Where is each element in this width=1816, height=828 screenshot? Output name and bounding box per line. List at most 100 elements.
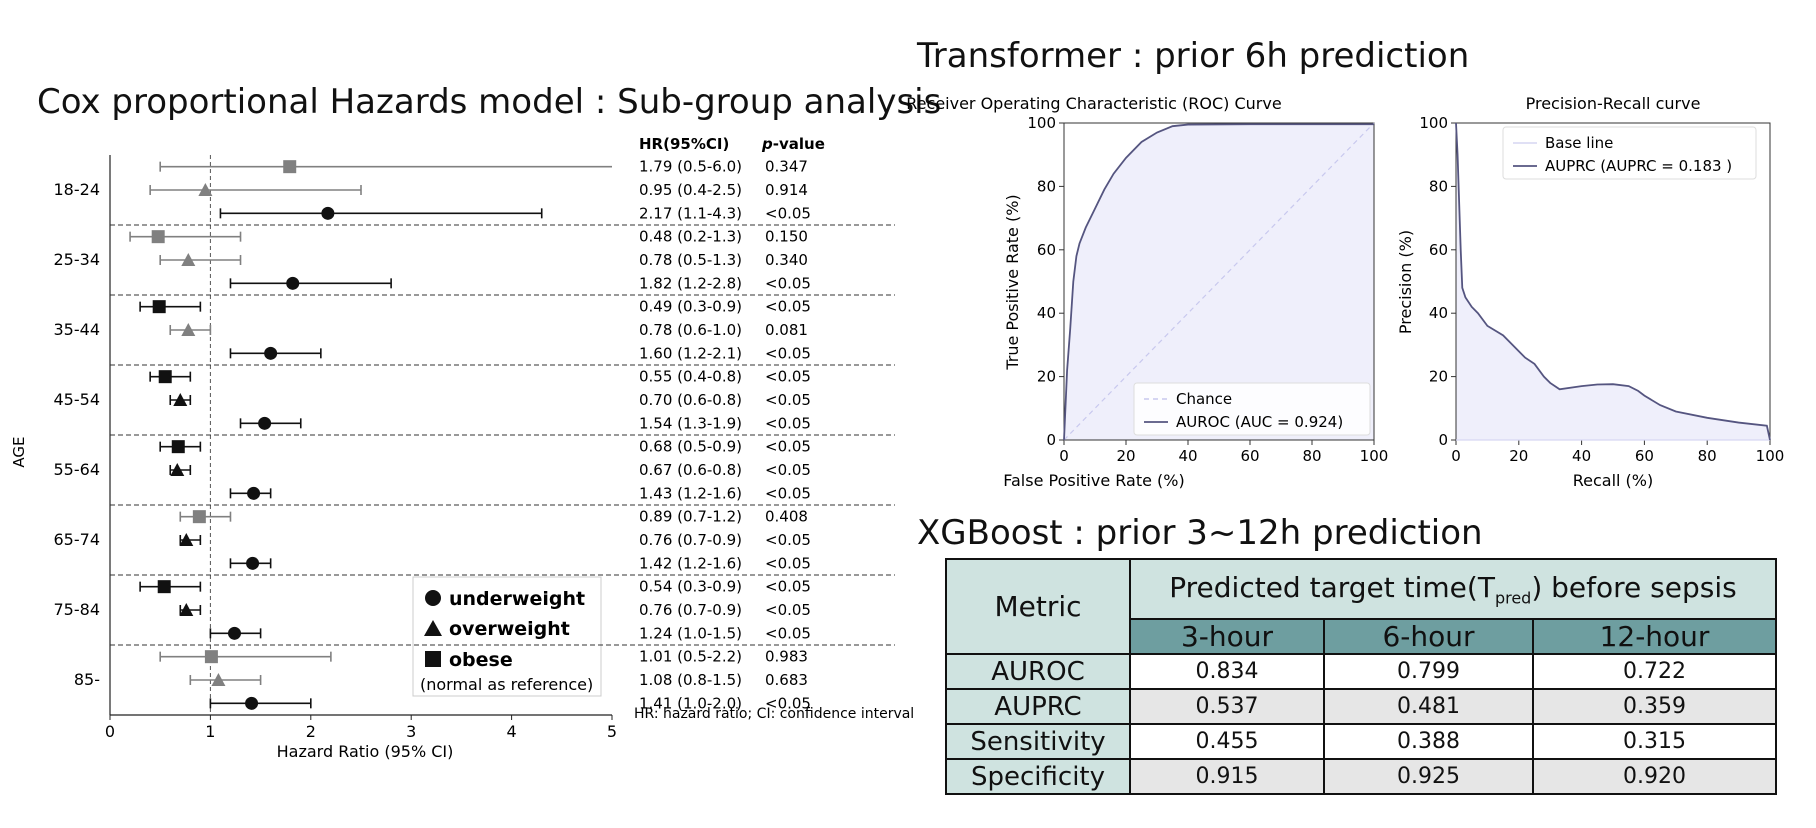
table-row: AUPRC 0.537 0.481 0.359 (945, 688, 1777, 725)
row-label-sensitivity: Sensitivity (945, 723, 1131, 760)
hr-ci-value: 1.41 (1.0-2.0) (639, 694, 742, 712)
hr-ci-value: 1.82 (1.2-2.8) (639, 274, 742, 292)
roc-legend-box (1133, 382, 1371, 436)
legend-underweight: underweight (449, 588, 585, 610)
p-value: 0.347 (765, 158, 808, 176)
forest-x-tick-label: 4 (507, 722, 517, 741)
table-cell: 0.315 (1532, 723, 1777, 760)
hr-point-circle (247, 486, 261, 500)
pr-x-tick-label: 80 (1698, 447, 1717, 465)
legend-note: (normal as reference) (420, 675, 593, 694)
hr-column-header: HR(95%CI) (639, 135, 729, 153)
legend-obese: obese (449, 649, 513, 671)
p-value: <0.05 (765, 694, 811, 712)
hr-ci-value: 1.79 (0.5-6.0) (639, 158, 742, 176)
p-value: <0.05 (765, 368, 811, 386)
table-cell: 0.920 (1532, 758, 1777, 795)
xgboost-metrics-table: Metric Predicted target time(Tpred) befo… (945, 558, 1777, 795)
legend-square-marker (425, 651, 441, 667)
age-group-label: 55-64 (54, 460, 101, 479)
p-value: 0.150 (765, 228, 808, 246)
roc-legend-label: AUROC (AUC = 0.924) (1176, 413, 1343, 431)
roc-series-line (1063, 122, 1375, 441)
age-group-label: 18-24 (54, 180, 101, 199)
roc-x-tick-label: 40 (1178, 447, 1197, 465)
hr-point-triangle (173, 393, 188, 406)
roc-y-axis-label: True Positive Rate (%) (1003, 194, 1022, 370)
legend-triangle-marker (424, 620, 442, 636)
pr-y-tick-label: 100 (1419, 114, 1448, 132)
age-group-label: 35-44 (54, 320, 101, 339)
row-label-auprc: AUPRC (945, 688, 1131, 725)
hr-ci-value: 0.49 (0.3-0.9) (639, 298, 742, 316)
roc-y-tick-label: 60 (1037, 241, 1056, 259)
hr-point-square (204, 650, 218, 664)
hr-point-circle (258, 416, 272, 430)
col-header-12h: 12-hour (1532, 618, 1777, 655)
p-value: 0.081 (765, 321, 808, 339)
hr-point-triangle (179, 533, 194, 546)
age-group-label: 85- (74, 670, 100, 689)
pr-y-tick-label: 80 (1429, 177, 1448, 195)
age-group-label: 25-34 (54, 250, 101, 269)
roc-x-axis-label: False Positive Rate (%) (1003, 471, 1184, 490)
pr-x-tick-label: 0 (1451, 447, 1461, 465)
xgboost-title: XGBoost : prior 3~12h prediction (917, 513, 1483, 553)
prediction-time-header: Predicted target time(Tpred) before seps… (1129, 558, 1777, 620)
cox-title: Cox proportional Hazards model : Sub-gro… (37, 82, 942, 122)
pr-x-tick-label: 60 (1635, 447, 1654, 465)
hr-point-square (157, 580, 171, 594)
hr-ci-value: 1.54 (1.3-1.9) (639, 414, 742, 432)
table-row: AUROC 0.834 0.799 0.722 (945, 653, 1777, 690)
roc-x-tick-label: 20 (1116, 447, 1135, 465)
hr-ci-value: 0.55 (0.4-0.8) (639, 368, 742, 386)
pr-y-axis-label: Precision (%) (1396, 230, 1415, 334)
forest-x-tick-label: 2 (306, 722, 316, 741)
pr-legend-label: AUPRC (AUPRC = 0.183 ) (1545, 157, 1732, 175)
forest-x-tick-label: 1 (205, 722, 215, 741)
hr-point-square (192, 510, 206, 524)
hr-point-circle (286, 276, 300, 290)
legend-circle-marker (425, 590, 441, 606)
pr-x-tick-label: 20 (1509, 447, 1528, 465)
roc-legend-label: Chance (1176, 390, 1232, 408)
hr-point-triangle (181, 253, 196, 266)
forest-x-axis-label: Hazard Ratio (95% CI) (277, 742, 454, 761)
p-value: <0.05 (765, 461, 811, 479)
p-value: 0.408 (765, 508, 808, 526)
forest-y-axis-label: AGE (10, 436, 28, 467)
table-cell: 0.925 (1323, 758, 1534, 795)
hr-point-square (171, 440, 185, 454)
p-value: <0.05 (765, 554, 811, 572)
hr-ci-value: 0.76 (0.7-0.9) (639, 531, 742, 549)
hr-ci-value: 0.78 (0.5-1.3) (639, 251, 742, 269)
roc-series-line (1063, 123, 1374, 441)
p-value: <0.05 (765, 274, 811, 292)
roc-y-tick-label: 100 (1027, 114, 1056, 132)
pr-x-tick-label: 40 (1572, 447, 1591, 465)
hr-point-circle (227, 626, 241, 640)
pr-series-line (1455, 122, 1771, 441)
table-cell: 0.455 (1129, 723, 1325, 760)
hr-point-triangle (211, 673, 226, 686)
roc-y-tick-label: 80 (1037, 177, 1056, 195)
p-value: <0.05 (765, 298, 811, 316)
roc-frame (1063, 122, 1375, 441)
col-header-3h: 3-hour (1129, 618, 1325, 655)
p-value: <0.05 (765, 391, 811, 409)
forest-legend: underweight overweight obese (normal as … (412, 576, 602, 697)
pr-x-tick-label: 100 (1756, 447, 1785, 465)
p-value: <0.05 (765, 204, 811, 222)
pr-y-tick-label: 40 (1429, 304, 1448, 322)
p-value: <0.05 (765, 484, 811, 502)
table-cell: 0.915 (1129, 758, 1325, 795)
hr-ci-value: 1.24 (1.0-1.5) (639, 624, 742, 642)
pr-area-fill (1456, 123, 1770, 440)
hr-ci-value: 0.68 (0.5-0.9) (639, 438, 742, 456)
table-cell: 0.537 (1129, 688, 1325, 725)
p-value: 0.914 (765, 181, 808, 199)
roc-y-tick-label: 20 (1037, 368, 1056, 386)
table-cell: 0.481 (1323, 688, 1534, 725)
hr-ci-value: 0.89 (0.7-1.2) (639, 508, 742, 526)
row-label-auroc: AUROC (945, 653, 1131, 690)
